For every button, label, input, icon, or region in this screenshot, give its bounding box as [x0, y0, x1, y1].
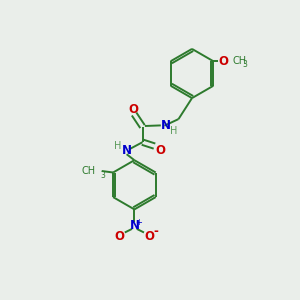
Text: H: H	[170, 126, 178, 136]
Text: N: N	[160, 119, 171, 132]
Text: -: -	[154, 225, 158, 239]
Text: CH: CH	[82, 166, 96, 176]
Text: N: N	[122, 144, 132, 157]
Text: +: +	[135, 218, 142, 227]
Text: H: H	[114, 141, 121, 151]
Text: O: O	[114, 230, 124, 243]
Text: O: O	[144, 230, 154, 243]
Text: O: O	[155, 144, 165, 157]
Text: N: N	[129, 219, 140, 232]
Text: 3: 3	[242, 60, 247, 69]
Text: CH: CH	[232, 56, 247, 66]
Text: 3: 3	[101, 171, 106, 180]
Text: O: O	[219, 55, 229, 68]
Text: O: O	[128, 103, 138, 116]
